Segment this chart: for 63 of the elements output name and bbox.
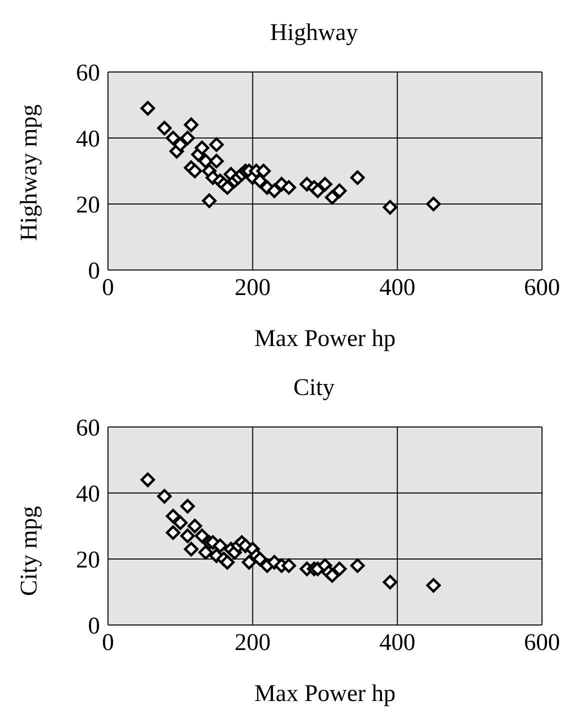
x-tick-label: 600	[524, 630, 560, 656]
point	[194, 528, 210, 544]
x-tick-label: 400	[379, 630, 416, 656]
point	[180, 528, 195, 544]
point	[426, 578, 441, 593]
y-axis-title: Highway mpg	[16, 104, 43, 241]
y-tick-label: 40	[76, 482, 100, 508]
point	[220, 555, 235, 570]
chart-title: City	[292, 374, 336, 403]
point	[324, 568, 340, 583]
point	[166, 525, 180, 540]
point	[180, 130, 195, 146]
y-tick-label: 60	[76, 416, 100, 442]
point	[256, 164, 271, 178]
y-tick-label: 20	[76, 192, 100, 219]
y-tick-label: 0	[88, 614, 100, 640]
x-tick-label: 400	[379, 275, 416, 302]
y-tick-label: 20	[76, 548, 100, 574]
point	[188, 518, 202, 534]
point	[173, 515, 188, 530]
point	[140, 101, 156, 116]
point	[318, 176, 332, 192]
y-tick-label: 40	[76, 126, 100, 153]
x-tick-label: 200	[234, 275, 271, 302]
point	[184, 542, 198, 556]
point	[382, 200, 398, 215]
point	[157, 120, 172, 136]
point	[209, 137, 224, 152]
point	[350, 558, 365, 573]
point	[242, 555, 256, 570]
chart-title: Highway	[269, 19, 359, 48]
point	[332, 562, 347, 576]
point	[332, 184, 347, 198]
y-tick-label: 0	[88, 258, 100, 285]
point	[252, 552, 268, 566]
point	[180, 498, 195, 514]
point	[166, 508, 180, 524]
point	[209, 154, 224, 168]
point	[198, 545, 213, 560]
point	[382, 574, 398, 590]
point	[220, 180, 235, 195]
x-axis-title: Max Power hp	[254, 681, 396, 707]
point	[282, 558, 296, 573]
point	[157, 489, 172, 504]
point	[166, 130, 180, 146]
point	[188, 164, 202, 178]
point	[140, 472, 156, 488]
point	[426, 196, 441, 212]
point	[267, 184, 282, 198]
point	[212, 538, 228, 554]
point	[184, 118, 198, 132]
point	[173, 137, 188, 152]
x-axis-title: Max Power hp	[254, 326, 396, 352]
point	[324, 190, 340, 205]
point	[350, 170, 365, 185]
x-tick-label: 600	[524, 275, 560, 302]
point	[310, 184, 326, 198]
point	[202, 193, 217, 208]
point	[282, 180, 296, 195]
y-axis-title: City mpg	[16, 506, 43, 596]
point	[194, 140, 210, 156]
x-tick-label: 200	[234, 630, 271, 656]
y-tick-label: 60	[76, 60, 100, 87]
